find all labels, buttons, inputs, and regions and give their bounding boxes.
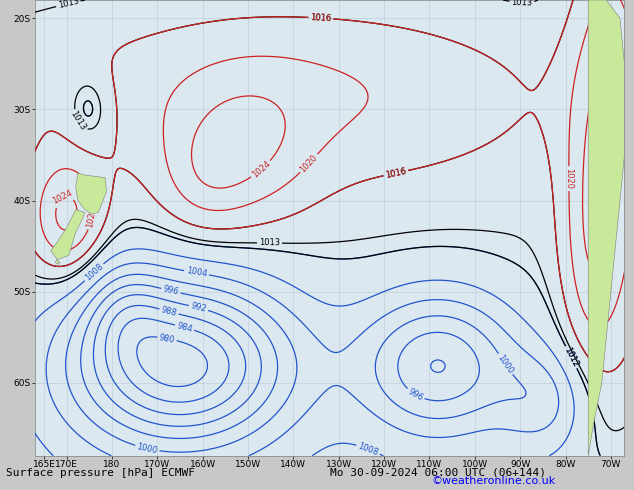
Text: 1020: 1020	[564, 168, 573, 189]
Text: 1013: 1013	[259, 239, 280, 247]
Text: Mo 30-09-2024 06:00 UTC (06+144): Mo 30-09-2024 06:00 UTC (06+144)	[330, 468, 546, 478]
Text: 1000: 1000	[496, 353, 515, 375]
Text: 1004: 1004	[186, 267, 208, 279]
Text: 1012: 1012	[562, 346, 580, 368]
Text: 1024: 1024	[613, 169, 624, 191]
Text: 992: 992	[190, 301, 207, 314]
Text: 996: 996	[406, 387, 425, 402]
Text: 1008: 1008	[357, 441, 380, 458]
Text: 984: 984	[176, 321, 193, 334]
Text: Surface pressure [hPa] ECMWF: Surface pressure [hPa] ECMWF	[6, 468, 195, 478]
Text: 1013: 1013	[69, 110, 87, 132]
Text: 1008: 1008	[83, 262, 105, 283]
Text: 1016: 1016	[384, 167, 407, 180]
Text: 1013: 1013	[511, 0, 533, 7]
Text: 1012: 1012	[562, 346, 580, 368]
Text: 1024: 1024	[250, 159, 272, 180]
Text: 1016: 1016	[310, 13, 332, 23]
Text: 980: 980	[158, 333, 176, 344]
Text: 1020: 1020	[299, 153, 320, 174]
Text: 1024: 1024	[51, 189, 74, 206]
Text: 1020: 1020	[86, 206, 98, 229]
Text: 1000: 1000	[136, 442, 158, 455]
Text: 988: 988	[160, 305, 178, 318]
Text: 1013: 1013	[57, 0, 80, 10]
Text: 1016: 1016	[384, 167, 407, 180]
Text: ©weatheronline.co.uk: ©weatheronline.co.uk	[431, 476, 555, 486]
Text: 1016: 1016	[310, 13, 332, 23]
Text: 996: 996	[162, 285, 179, 297]
